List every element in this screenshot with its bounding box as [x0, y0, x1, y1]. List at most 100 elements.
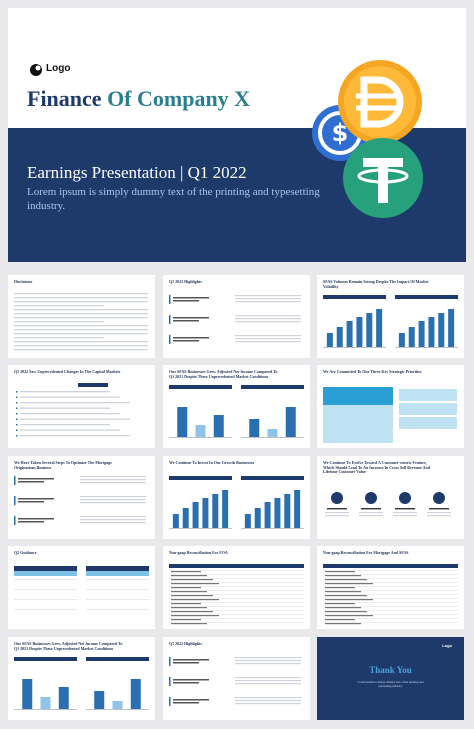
shape [16, 402, 18, 404]
shape [171, 591, 207, 593]
cover-title: Finance Of Company X [27, 86, 250, 112]
shape [294, 490, 301, 528]
shape [195, 425, 206, 437]
shape [427, 515, 451, 517]
shape [86, 657, 149, 661]
title-part: Finance [27, 86, 102, 111]
shape [325, 512, 349, 514]
shape [274, 498, 281, 528]
shape [14, 305, 104, 307]
slide-art [325, 492, 451, 517]
shape [235, 703, 301, 705]
shape [20, 429, 120, 431]
shape [235, 341, 301, 343]
shape [356, 317, 363, 347]
shape [20, 424, 110, 426]
shape [395, 295, 458, 299]
shape [395, 508, 415, 510]
shape [325, 515, 349, 517]
shape [112, 701, 123, 709]
title-part: Of Company X [107, 86, 251, 111]
shape [448, 309, 455, 347]
shape [171, 587, 201, 589]
shape [399, 403, 457, 415]
shape [325, 599, 373, 601]
shape [171, 599, 219, 601]
shape [171, 623, 207, 625]
shape [325, 583, 373, 585]
shape [173, 659, 209, 661]
shape [171, 583, 219, 585]
shape [169, 677, 171, 686]
shape [418, 321, 425, 347]
shape [22, 679, 33, 709]
shape [241, 437, 304, 438]
shape [86, 609, 149, 610]
shape [327, 508, 347, 510]
shape [14, 301, 148, 303]
slide-art [317, 637, 464, 720]
shape [235, 295, 301, 297]
slide-title: We Have Taken Several Steps To Optimize … [14, 460, 112, 470]
slide-thumbnail: Q1 2022 Highlights [163, 637, 310, 720]
shape [325, 587, 355, 589]
shape [130, 679, 141, 709]
shape [171, 595, 213, 597]
shape [20, 391, 110, 393]
shape [14, 589, 77, 590]
shape [169, 697, 171, 706]
slide-art [169, 657, 301, 706]
shape [325, 615, 373, 617]
shape [235, 663, 301, 665]
shape [249, 419, 260, 437]
slide-thumbnail: Non-gaap Reconciliation For Mortgage And… [317, 546, 464, 629]
shape [169, 295, 171, 304]
shape [86, 566, 149, 571]
shape [398, 333, 405, 347]
shape [325, 579, 367, 581]
shape [18, 481, 44, 483]
shape [173, 300, 199, 302]
slide-logo: Logo [442, 643, 452, 648]
slide-art [14, 566, 149, 610]
slide-title: Q1 2022 Saw Unprecedented Changes In The… [14, 369, 121, 374]
shape [235, 338, 301, 340]
shape [192, 502, 199, 528]
shape [86, 579, 149, 580]
slide-art [169, 564, 304, 625]
shape [346, 321, 353, 347]
slide-thumbnail: SFAS Volumes Remain Strong Despite The I… [317, 275, 464, 358]
slide-thumbnail: Non-gaap Reconciliation For FOA [163, 546, 310, 629]
shape [212, 494, 219, 528]
shape [173, 337, 209, 339]
shape [264, 502, 271, 528]
shape [14, 571, 77, 576]
shape [16, 396, 18, 398]
shape [241, 528, 304, 529]
shape [235, 335, 301, 337]
shape [393, 515, 417, 517]
shape [169, 564, 304, 568]
cover-description: Lorem ipsum is simply dummy text of the … [27, 186, 320, 212]
shape [14, 317, 148, 319]
shape [14, 657, 77, 661]
slide-title: Q1 2022 Highlights [169, 641, 202, 646]
slide-title: Disclaimer [14, 279, 33, 284]
slide-title: Non-gaap Reconciliation For Mortgage And… [323, 550, 409, 555]
shape [58, 687, 69, 709]
shape [325, 591, 361, 593]
shape [172, 514, 179, 528]
shape [16, 429, 18, 431]
shape [80, 519, 146, 521]
shape [14, 333, 148, 335]
shape [78, 383, 108, 387]
shape [173, 297, 209, 299]
shape [235, 660, 301, 662]
shape [169, 657, 171, 666]
shape [14, 599, 77, 600]
shape [202, 498, 209, 528]
shape [80, 502, 146, 504]
shape [325, 575, 361, 577]
shape [80, 496, 146, 498]
shape [235, 683, 301, 685]
